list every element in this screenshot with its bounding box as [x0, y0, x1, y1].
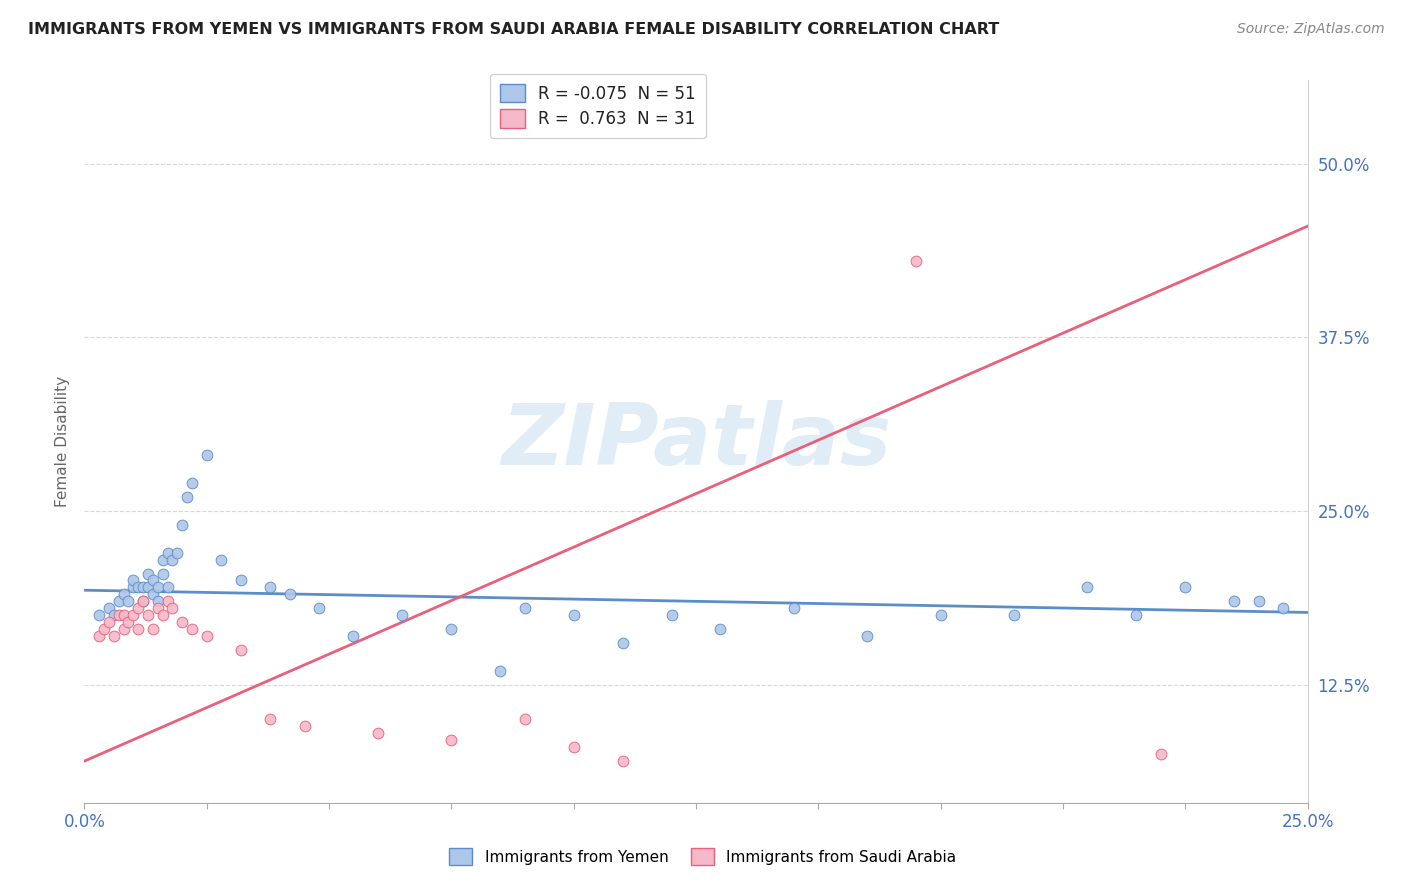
Point: [87, 608, 110, 623]
Point: [229, 643, 252, 657]
Point: [709, 622, 731, 636]
Point: [162, 552, 184, 566]
Point: [562, 608, 585, 623]
Legend: R = -0.075  N = 51, R =  0.763  N = 31: R = -0.075 N = 51, R = 0.763 N = 31: [491, 74, 706, 138]
Point: [209, 552, 232, 566]
Point: [152, 552, 174, 566]
Point: [142, 587, 165, 601]
Point: [195, 629, 218, 643]
Point: [661, 608, 683, 623]
Point: [132, 594, 155, 608]
Point: [152, 566, 174, 581]
Point: [176, 490, 198, 504]
Point: [162, 601, 184, 615]
Point: [156, 546, 179, 560]
Point: [1174, 581, 1197, 595]
Point: [440, 733, 463, 747]
Point: [107, 594, 129, 608]
Point: [294, 719, 316, 733]
Point: [391, 608, 413, 623]
Text: IMMIGRANTS FROM YEMEN VS IMMIGRANTS FROM SAUDI ARABIA FEMALE DISABILITY CORRELAT: IMMIGRANTS FROM YEMEN VS IMMIGRANTS FROM…: [28, 22, 1000, 37]
Point: [136, 608, 159, 623]
Point: [1002, 608, 1025, 623]
Point: [146, 594, 169, 608]
Point: [229, 574, 252, 588]
Point: [1076, 581, 1098, 595]
Point: [146, 601, 169, 615]
Point: [112, 587, 135, 601]
Point: [1247, 594, 1270, 608]
Point: [856, 629, 879, 643]
Text: Source: ZipAtlas.com: Source: ZipAtlas.com: [1237, 22, 1385, 37]
Point: [259, 581, 281, 595]
Point: [142, 622, 165, 636]
Point: [122, 574, 145, 588]
Point: [146, 581, 169, 595]
Point: [112, 608, 135, 623]
Point: [172, 615, 194, 630]
Point: [1125, 608, 1147, 623]
Point: [103, 629, 125, 643]
Point: [783, 601, 806, 615]
Point: [117, 594, 139, 608]
Point: [127, 622, 149, 636]
Point: [181, 476, 204, 491]
Point: [172, 517, 194, 532]
Point: [87, 629, 110, 643]
Point: [278, 587, 301, 601]
Point: [152, 608, 174, 623]
Point: [107, 608, 129, 623]
Point: [612, 636, 634, 650]
Point: [562, 740, 585, 755]
Point: [1272, 601, 1295, 615]
Point: [489, 664, 512, 678]
Point: [612, 754, 634, 768]
Point: [97, 601, 120, 615]
Point: [132, 594, 155, 608]
Point: [367, 726, 389, 740]
Point: [117, 615, 139, 630]
Point: [181, 622, 204, 636]
Point: [342, 629, 364, 643]
Point: [136, 581, 159, 595]
Point: [1223, 594, 1246, 608]
Point: [929, 608, 952, 623]
Point: [97, 615, 120, 630]
Point: [127, 601, 149, 615]
Text: ZIPatlas: ZIPatlas: [501, 400, 891, 483]
Point: [93, 622, 115, 636]
Point: [127, 581, 149, 595]
Point: [308, 601, 330, 615]
Point: [440, 622, 463, 636]
Point: [195, 449, 218, 463]
Point: [142, 574, 165, 588]
Point: [166, 546, 188, 560]
Point: [513, 601, 536, 615]
Point: [1150, 747, 1173, 761]
Point: [132, 581, 155, 595]
Point: [905, 253, 928, 268]
Point: [122, 581, 145, 595]
Point: [513, 713, 536, 727]
Y-axis label: Female Disability: Female Disability: [55, 376, 70, 508]
Point: [156, 594, 179, 608]
Point: [156, 581, 179, 595]
Point: [103, 608, 125, 623]
Point: [122, 608, 145, 623]
Point: [136, 566, 159, 581]
Point: [259, 713, 281, 727]
Legend: Immigrants from Yemen, Immigrants from Saudi Arabia: Immigrants from Yemen, Immigrants from S…: [443, 842, 963, 871]
Point: [112, 622, 135, 636]
